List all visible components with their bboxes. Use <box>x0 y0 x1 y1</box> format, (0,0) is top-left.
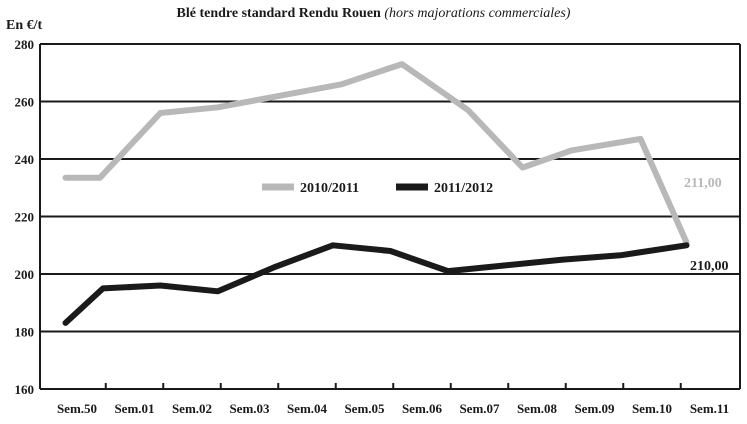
x-tick-label: Sem.50 <box>57 401 97 416</box>
legend-label: 2010/2011 <box>300 181 359 196</box>
y-axis-unit-label: En €/t <box>6 18 43 33</box>
x-tick-label: Sem.01 <box>114 401 154 416</box>
chart-subtitle: (hors majorations commerciales) <box>384 6 571 21</box>
x-axis-ticks: Sem.50 Sem.01 Sem.02 Sem.03 Sem.04 Sem.05 Sem.… <box>57 383 729 416</box>
gridlines <box>39 43 741 390</box>
y-tick-label: 180 <box>15 325 35 340</box>
end-value-label: 211,00 <box>684 176 722 191</box>
y-tick-label: 220 <box>15 210 35 225</box>
y-tick-label: 200 <box>15 267 35 282</box>
x-tick-label: Sem.03 <box>229 401 270 416</box>
chart-title-main: Blé tendre standard Rendu Rouen <box>176 6 381 21</box>
y-tick-label: 240 <box>15 152 35 167</box>
end-value-label: 210,00 <box>690 259 729 274</box>
series-lines <box>62 61 690 326</box>
legend-label: 2011/2012 <box>434 181 493 196</box>
y-tick-label: 280 <box>15 37 35 52</box>
legend: 2010/2011 2011/2012 <box>262 181 493 196</box>
y-tick-label: 160 <box>15 382 35 397</box>
y-tick-label: 260 <box>15 95 35 110</box>
x-tick-label: Sem.10 <box>632 401 672 416</box>
x-tick-label: Sem.06 <box>402 401 443 416</box>
x-tick-label: Sem.07 <box>459 401 500 416</box>
x-tick-label: Sem.09 <box>574 401 615 416</box>
y-axis-ticks: 160 180 200 220 240 260 280 <box>15 37 35 397</box>
x-tick-label: Sem.02 <box>172 401 212 416</box>
x-tick-label: Sem.04 <box>287 401 328 416</box>
x-tick-label: Sem.08 <box>517 401 558 416</box>
x-tick-label: Sem.05 <box>344 401 385 416</box>
end-labels: 211,00 210,00 <box>684 176 729 274</box>
x-tick-label: Sem.11 <box>690 401 729 416</box>
chart-title: Blé tendre standard Rendu Rouen (hors ma… <box>0 6 747 22</box>
series-line-2011-2012 <box>62 242 690 326</box>
